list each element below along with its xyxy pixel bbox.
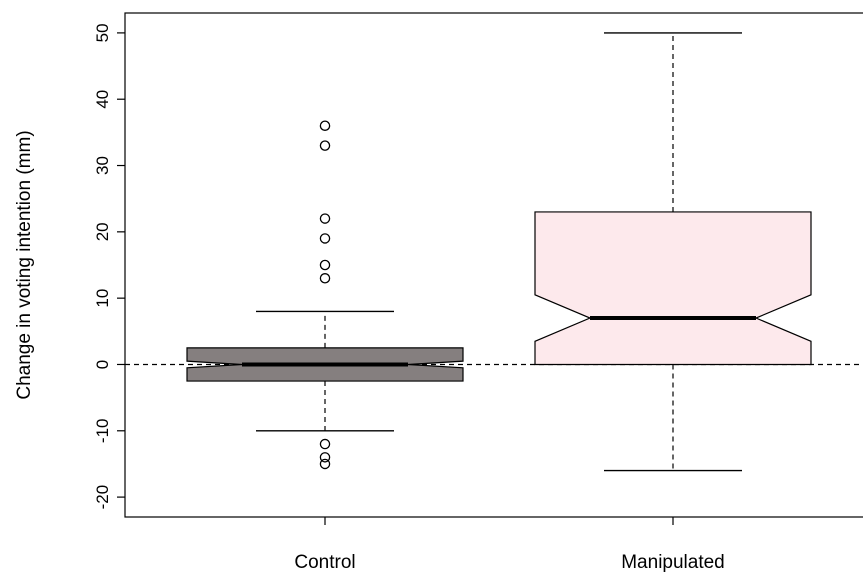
box-group-control: [186, 120, 464, 470]
outlier-point: [319, 458, 331, 470]
x-tick-label: Manipulated: [621, 552, 725, 573]
y-tick-label: 30: [93, 156, 112, 175]
outlier-point: [319, 213, 331, 224]
y-tick-label: -10: [93, 419, 112, 444]
notched-box: [534, 211, 812, 366]
boxes: [186, 32, 812, 472]
x-tick-label: Control: [294, 552, 355, 573]
outlier-point: [319, 233, 331, 244]
outlier-point: [319, 452, 331, 463]
outlier-point: [319, 273, 331, 284]
outlier-point: [319, 120, 331, 131]
outlier-point: [319, 140, 331, 151]
y-tick-label: 40: [93, 90, 112, 109]
y-tick-label: -20: [93, 485, 112, 510]
outlier-point: [319, 438, 331, 450]
outlier-point: [319, 259, 331, 271]
y-tick-label: 50: [93, 23, 112, 42]
y-tick-label: 20: [93, 222, 112, 241]
box-group-manipulated: [534, 32, 812, 472]
x-axis: Control Manipulated: [294, 517, 725, 573]
y-axis-title: Change in voting intention (mm): [14, 130, 35, 399]
plot-frame: [124, 12, 863, 518]
y-axis: -20 -10 0 10 20 30 40 50: [93, 23, 125, 509]
y-tick-label: 10: [93, 289, 112, 308]
y-tick-label: 0: [93, 360, 112, 369]
